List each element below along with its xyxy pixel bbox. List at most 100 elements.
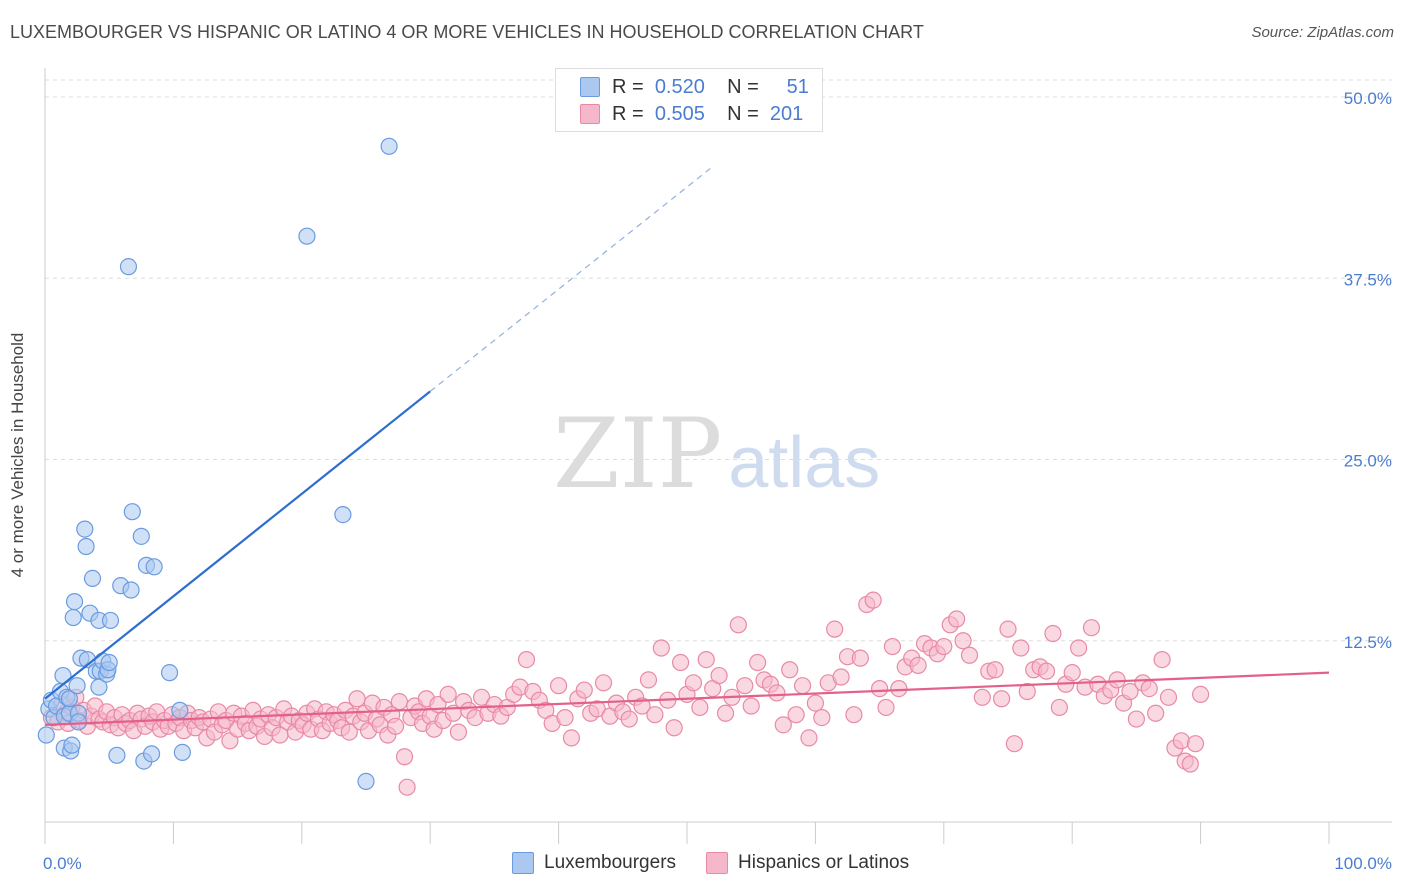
luxembourger-point bbox=[122, 581, 140, 599]
hispanic-point bbox=[992, 690, 1011, 708]
hispanic-point bbox=[742, 697, 760, 715]
r-value-luxembourgers: 0.520 bbox=[654, 75, 705, 98]
hispanic-point bbox=[864, 591, 882, 609]
hispanic-point bbox=[517, 650, 536, 669]
hispanic-point bbox=[954, 632, 972, 650]
hispanic-point bbox=[890, 679, 908, 698]
hispanic-point bbox=[1070, 639, 1088, 657]
y-tick-label: 50.0% bbox=[1344, 89, 1392, 108]
hispanic-point bbox=[1005, 735, 1024, 753]
hispanic-point bbox=[633, 697, 651, 715]
x-tick-label: 100.0% bbox=[1334, 854, 1392, 873]
hispanic-point bbox=[1159, 688, 1178, 706]
hispanic-point bbox=[575, 681, 593, 699]
hispanic-point bbox=[340, 723, 358, 741]
luxembourger-point bbox=[357, 772, 375, 791]
hispanic-point bbox=[1147, 704, 1165, 722]
luxembourger-point bbox=[76, 520, 94, 538]
hispanic-point bbox=[386, 717, 405, 735]
luxembourger-point bbox=[60, 690, 78, 708]
hispanic-point bbox=[986, 661, 1004, 679]
luxembourger-point bbox=[171, 701, 189, 719]
hispanic-point bbox=[768, 684, 786, 702]
hispanic-point bbox=[909, 656, 927, 675]
hispanic-point bbox=[1127, 710, 1146, 728]
hispanic-point bbox=[960, 646, 979, 664]
n-value-luxembourgers: 51 bbox=[786, 75, 809, 98]
hispanic-point bbox=[1153, 650, 1171, 669]
hispanic-point bbox=[348, 690, 366, 708]
r-label: R = bbox=[612, 75, 644, 98]
hispanic-point bbox=[948, 610, 966, 628]
luxembourger-point bbox=[173, 743, 191, 762]
hispanic-point bbox=[877, 698, 895, 717]
legend-row-hispanics: R = 0.505 N = 201 bbox=[612, 102, 803, 126]
hispanic-point bbox=[729, 616, 747, 634]
hispanic-point bbox=[652, 639, 670, 657]
luxembourger-point bbox=[123, 503, 141, 521]
hispanic-point bbox=[1186, 735, 1205, 753]
luxembourger-point bbox=[77, 537, 95, 556]
hispanic-point bbox=[793, 677, 812, 695]
source-label: Source: ZipAtlas.com bbox=[1251, 24, 1394, 41]
hispanic-point bbox=[671, 653, 690, 672]
luxembourger-point bbox=[64, 608, 82, 627]
legend-row-luxembourgers: R = 0.520 N = 51 bbox=[612, 75, 809, 99]
n-label: N = bbox=[727, 102, 759, 125]
hispanic-point bbox=[1121, 682, 1139, 701]
hispanic-point bbox=[472, 688, 491, 706]
luxembourger-point bbox=[65, 592, 84, 611]
hispanic-point bbox=[639, 671, 658, 689]
luxembourger-point bbox=[37, 726, 55, 744]
luxembourger-point bbox=[142, 745, 161, 763]
hispanic-point bbox=[449, 723, 468, 741]
legend-label: Hispanics or Latinos bbox=[738, 852, 910, 873]
luxembourger-point bbox=[119, 258, 138, 276]
hispanic-point bbox=[935, 637, 953, 656]
hispanic-point bbox=[973, 688, 991, 706]
y-tick-label: 25.0% bbox=[1344, 452, 1392, 471]
luxembourger-point bbox=[145, 558, 163, 576]
hispanic-point bbox=[594, 674, 613, 692]
hispanic-point bbox=[1082, 619, 1101, 637]
legend-swatch bbox=[706, 852, 729, 874]
luxembourger-point bbox=[69, 713, 87, 731]
hispanic-point bbox=[832, 668, 850, 686]
luxembourger-point bbox=[132, 527, 150, 545]
hispanic-point bbox=[646, 706, 664, 724]
hispanic-point bbox=[1191, 685, 1210, 704]
correlation-legend: R = 0.520 N = 51 R = 0.505 N = 201 bbox=[555, 68, 823, 132]
hispanic-point bbox=[999, 620, 1017, 638]
hispanic-point bbox=[710, 666, 728, 685]
luxembourger-point bbox=[380, 137, 398, 155]
hispanic-point bbox=[870, 679, 889, 698]
hispanic-point bbox=[620, 710, 638, 728]
hispanic-point bbox=[774, 716, 792, 734]
n-value-hispanics: 201 bbox=[769, 102, 804, 125]
chart-title: LUXEMBOURGER VS HISPANIC OR LATINO 4 OR … bbox=[10, 22, 924, 42]
y-tick-label: 37.5% bbox=[1344, 270, 1392, 289]
hispanic-point bbox=[549, 677, 568, 695]
hispanic-point bbox=[883, 637, 902, 656]
hispanic-point bbox=[395, 748, 414, 766]
hispanic-point bbox=[716, 704, 735, 722]
hispanic-point bbox=[851, 649, 869, 667]
hispanic-point bbox=[845, 706, 863, 724]
hispanic-point bbox=[390, 693, 408, 711]
luxembourger-trendline-extension bbox=[429, 166, 714, 392]
x-tick-label: 0.0% bbox=[43, 854, 82, 873]
watermark-zip: ZIP bbox=[553, 398, 723, 510]
hispanic-point bbox=[800, 729, 818, 747]
hispanic-point bbox=[697, 650, 715, 669]
luxembourger-point bbox=[160, 664, 179, 682]
hispanic-point bbox=[1037, 662, 1056, 680]
luxembourger-point bbox=[100, 653, 118, 672]
luxembourger-point bbox=[334, 505, 352, 524]
luxembourger-point bbox=[83, 569, 102, 588]
luxembourger-point bbox=[68, 677, 86, 695]
hispanic-point bbox=[736, 677, 754, 695]
luxembourger-point bbox=[101, 611, 120, 630]
hispanic-point bbox=[1012, 639, 1030, 657]
luxembourger-trendline bbox=[44, 390, 431, 700]
hispanic-point bbox=[1108, 671, 1126, 689]
